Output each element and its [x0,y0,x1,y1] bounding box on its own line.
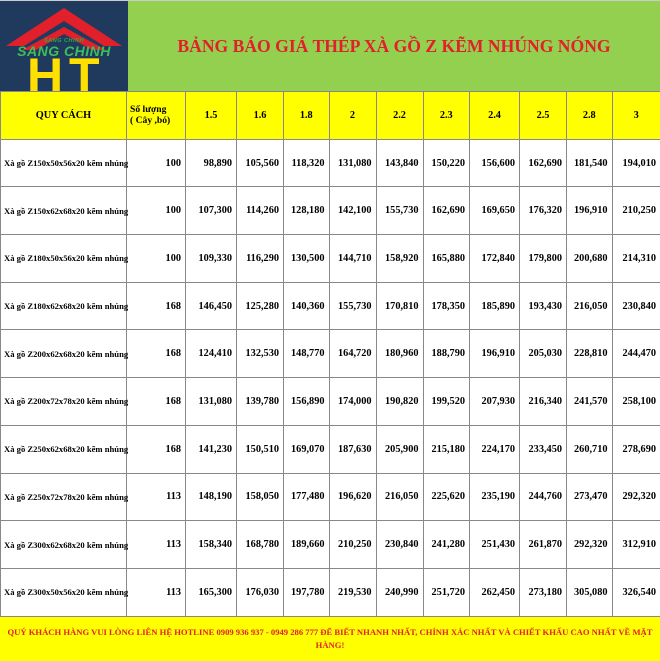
svg-text:H: H [27,48,63,91]
svg-text:T: T [69,48,100,91]
